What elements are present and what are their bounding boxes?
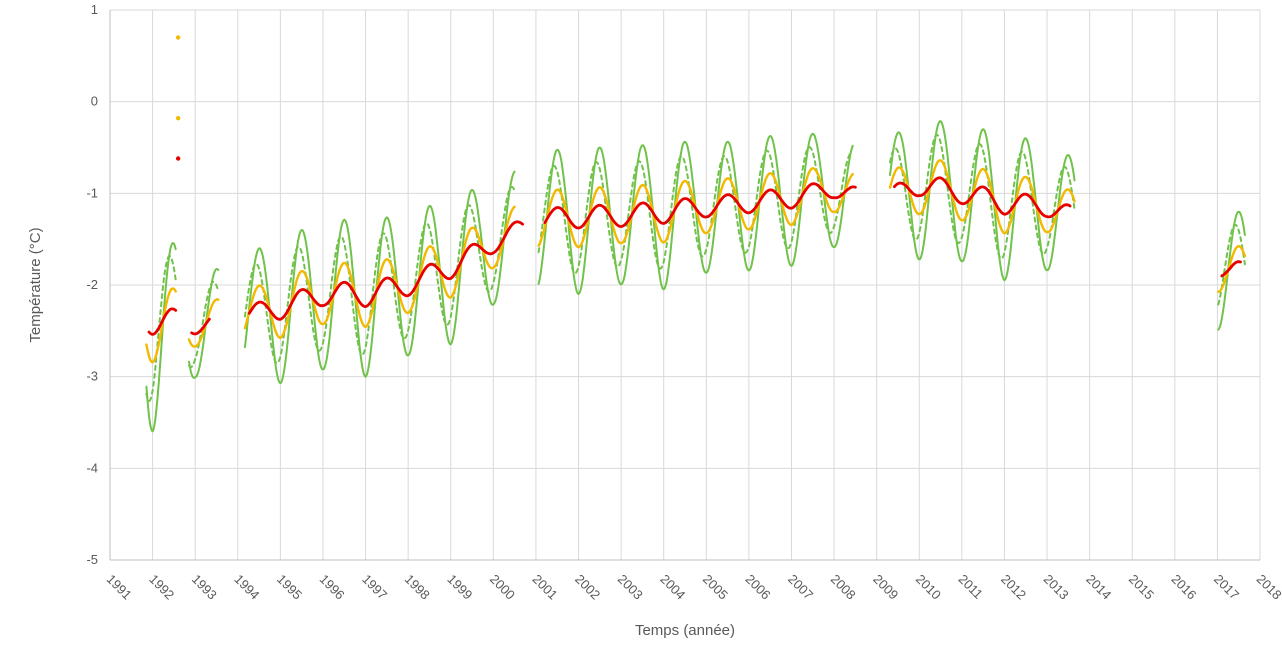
svg-text:1993: 1993 xyxy=(189,571,220,602)
svg-text:2007: 2007 xyxy=(785,571,816,602)
svg-text:1998: 1998 xyxy=(402,571,433,602)
svg-text:2006: 2006 xyxy=(743,571,774,602)
legend-marker-2 xyxy=(176,156,180,160)
svg-text:2004: 2004 xyxy=(657,571,688,602)
svg-text:2015: 2015 xyxy=(1126,571,1157,602)
svg-text:2012: 2012 xyxy=(998,571,1029,602)
svg-text:1991: 1991 xyxy=(104,571,135,602)
svg-text:1995: 1995 xyxy=(274,571,305,602)
svg-text:-4: -4 xyxy=(86,460,98,475)
svg-text:2005: 2005 xyxy=(700,571,731,602)
svg-text:2017: 2017 xyxy=(1211,571,1242,602)
svg-text:2011: 2011 xyxy=(955,571,985,601)
svg-text:2018: 2018 xyxy=(1254,571,1282,602)
svg-text:2014: 2014 xyxy=(1083,571,1114,602)
svg-text:-5: -5 xyxy=(86,552,98,567)
svg-text:2016: 2016 xyxy=(1168,571,1199,602)
temperature-time-chart: -5 -4 -3 -2 -1 0 1 1991 1992 1993 1994 1995 1996 1997… xyxy=(0,0,1282,659)
chart-svg: -5 -4 -3 -2 -1 0 1 1991 1992 1993 1994 1995 1996 1997… xyxy=(0,0,1282,659)
svg-text:1994: 1994 xyxy=(231,571,262,602)
svg-text:2008: 2008 xyxy=(828,571,859,602)
svg-text:2010: 2010 xyxy=(913,571,944,602)
svg-text:1992: 1992 xyxy=(146,571,177,602)
svg-text:-1: -1 xyxy=(86,185,98,200)
svg-text:-3: -3 xyxy=(86,369,98,384)
svg-text:2000: 2000 xyxy=(487,571,518,602)
svg-text:2003: 2003 xyxy=(615,571,646,602)
svg-text:0: 0 xyxy=(91,94,98,109)
svg-text:2009: 2009 xyxy=(870,571,901,602)
svg-text:2013: 2013 xyxy=(1041,571,1072,602)
svg-text:1: 1 xyxy=(91,2,98,17)
legend-marker-0 xyxy=(176,35,180,39)
svg-text:2001: 2001 xyxy=(530,571,561,602)
svg-text:2002: 2002 xyxy=(572,571,603,602)
svg-text:1997: 1997 xyxy=(359,571,390,602)
legend-marker-1 xyxy=(176,116,180,120)
svg-text:1996: 1996 xyxy=(317,571,348,602)
svg-text:-2: -2 xyxy=(86,277,98,292)
svg-text:1999: 1999 xyxy=(444,571,475,602)
